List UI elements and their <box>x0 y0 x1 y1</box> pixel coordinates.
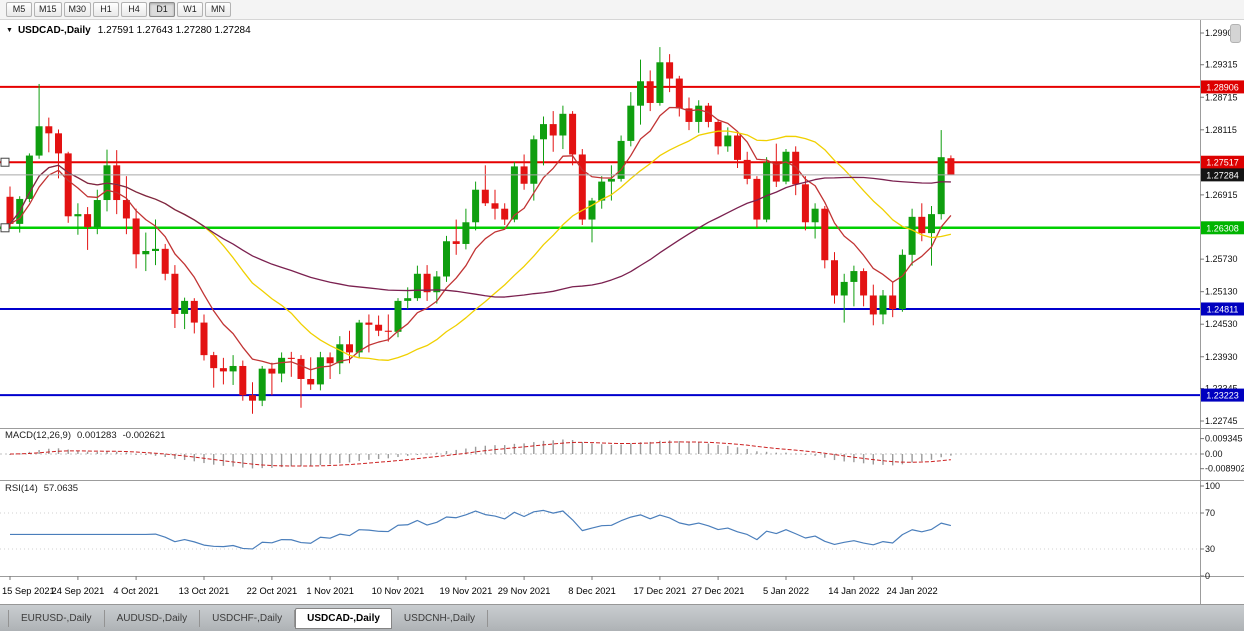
line-handle-1.26308[interactable] <box>0 223 10 233</box>
svg-text:1.26915: 1.26915 <box>1205 190 1238 200</box>
price-badge-1.28906 <box>1201 80 1244 94</box>
timeframe-button-h4[interactable]: H4 <box>121 2 148 17</box>
candlesticks <box>6 47 955 414</box>
svg-text:1.24530: 1.24530 <box>1205 319 1238 329</box>
timeframe-toolbar: M5 M15 M30 H1 H4 D1 W1 MN <box>0 0 1244 20</box>
chart-tab-usdchf[interactable]: USDCHF-,Daily <box>200 609 296 627</box>
rsi-name: RSI(14) <box>5 483 38 494</box>
ohlc-values: 1.27591 1.27643 1.27280 1.27284 <box>97 25 251 36</box>
svg-text:4 Oct 2021: 4 Oct 2021 <box>113 586 158 596</box>
chart-tab-usdcad[interactable]: USDCAD-,Daily <box>295 607 392 629</box>
panel-dividers <box>0 20 1244 604</box>
svg-text:-0.008902: -0.008902 <box>1205 464 1244 474</box>
svg-text:1.26308: 1.26308 <box>1206 223 1239 233</box>
timeframe-button-m30[interactable]: M30 <box>63 2 92 17</box>
svg-text:1.23223: 1.23223 <box>1206 391 1239 401</box>
svg-text:1.25130: 1.25130 <box>1205 287 1238 297</box>
svg-text:1.24811: 1.24811 <box>1207 304 1239 314</box>
symbol-dropdown-icon[interactable]: ▼ <box>6 27 13 34</box>
macd-label: MACD(12,26,9) 0.001283 -0.002621 <box>5 430 165 441</box>
svg-text:0.00: 0.00 <box>1205 449 1223 459</box>
svg-text:13 Oct 2021: 13 Oct 2021 <box>179 586 230 596</box>
timeframe-button-d1[interactable]: D1 <box>149 2 176 17</box>
svg-text:30: 30 <box>1205 544 1215 554</box>
rsi-value: 57.0635 <box>43 483 79 494</box>
svg-text:1.29315: 1.29315 <box>1205 60 1238 70</box>
svg-text:1.27284: 1.27284 <box>1206 170 1239 180</box>
macd-main-value: 0.001283 <box>77 430 117 441</box>
ma-8-line <box>9 106 952 371</box>
svg-text:0.009345: 0.009345 <box>1205 434 1243 444</box>
timeframe-button-m5[interactable]: M5 <box>6 2 32 17</box>
line-handle-1.27517[interactable] <box>0 157 10 167</box>
svg-text:5 Jan 2022: 5 Jan 2022 <box>763 586 809 596</box>
chart-tab-eurusd[interactable]: EURUSD-,Daily <box>8 609 105 627</box>
svg-text:29 Nov 2021: 29 Nov 2021 <box>498 586 551 596</box>
svg-text:100: 100 <box>1205 481 1220 491</box>
macd-signal-value: -0.002621 <box>122 430 166 441</box>
chart-title: ▼ USDCAD-,Daily 1.27591 1.27643 1.27280 … <box>6 25 251 36</box>
moving-averages <box>9 106 952 371</box>
svg-text:1.28715: 1.28715 <box>1205 92 1238 102</box>
svg-text:24 Jan 2022: 24 Jan 2022 <box>887 586 938 596</box>
chart-tab-audusd[interactable]: AUDUSD-,Daily <box>105 609 201 627</box>
svg-text:14 Jan 2022: 14 Jan 2022 <box>828 586 879 596</box>
macd-panel <box>0 439 1200 469</box>
chart-scrollbar-thumb[interactable] <box>1230 24 1241 43</box>
timeframe-button-m15[interactable]: M15 <box>34 2 62 17</box>
rsi-line <box>10 509 952 550</box>
svg-text:1.23930: 1.23930 <box>1205 352 1238 362</box>
timeframe-button-mn[interactable]: MN <box>205 2 232 17</box>
horizontal-level-lines[interactable] <box>0 85 1200 397</box>
line-handles[interactable] <box>0 157 10 233</box>
price-badge-1.26308 <box>1201 221 1244 235</box>
timeframe-button-h1[interactable]: H1 <box>93 2 120 17</box>
price-badge-1.27284 <box>1201 168 1244 182</box>
svg-text:22 Oct 2021: 22 Oct 2021 <box>247 586 298 596</box>
svg-text:1.22745: 1.22745 <box>1205 416 1238 426</box>
svg-text:19 Nov 2021: 19 Nov 2021 <box>440 586 493 596</box>
svg-text:0: 0 <box>1205 571 1210 581</box>
svg-text:17 Dec 2021: 17 Dec 2021 <box>634 586 687 596</box>
symbol-name: USDCAD-,Daily <box>17 25 91 36</box>
svg-text:1.28115: 1.28115 <box>1205 125 1237 135</box>
price-badge-1.24811 <box>1201 302 1244 316</box>
ma-45-line <box>9 164 951 298</box>
svg-text:1 Nov 2021: 1 Nov 2021 <box>306 586 354 596</box>
svg-text:1.27517: 1.27517 <box>1206 158 1239 168</box>
timeframe-button-w1[interactable]: W1 <box>177 2 204 17</box>
svg-text:1.29900: 1.29900 <box>1205 28 1238 38</box>
chart-canvas[interactable]: 1.29900 1.29315 1.28715 1.28115 1.26915 1.257… <box>0 20 1244 604</box>
rsi-label: RSI(14) 57.0635 <box>5 483 78 494</box>
chart-tab-usdcnh[interactable]: USDCNH-,Daily <box>392 609 489 627</box>
svg-text:70: 70 <box>1205 508 1215 518</box>
rsi-panel <box>0 509 1200 550</box>
svg-text:1.23345: 1.23345 <box>1205 383 1238 393</box>
svg-text:8 Dec 2021: 8 Dec 2021 <box>568 586 616 596</box>
chart-tabs: EURUSD-,Daily AUDUSD-,Daily USDCHF-,Daily U… <box>0 604 1244 631</box>
svg-text:10 Nov 2021: 10 Nov 2021 <box>372 586 425 596</box>
ma-20-line <box>9 130 952 361</box>
macd-signal-line <box>9 441 951 467</box>
price-badge-1.27517 <box>1201 155 1244 169</box>
svg-text:15 Sep 2021: 15 Sep 2021 <box>2 586 55 596</box>
svg-text:24 Sep 2021: 24 Sep 2021 <box>52 586 105 596</box>
svg-text:1.28906: 1.28906 <box>1206 82 1239 92</box>
svg-text:27 Dec 2021: 27 Dec 2021 <box>692 586 745 596</box>
svg-text:1.25730: 1.25730 <box>1205 254 1238 264</box>
price-badge-1.23223 <box>1201 388 1244 402</box>
price-axis[interactable]: 1.29900 1.29315 1.28715 1.28115 1.26915 1.257… <box>1200 28 1244 581</box>
chart-area[interactable]: 1.29900 1.29315 1.28715 1.28115 1.26915 1.257… <box>0 20 1244 604</box>
macd-name: MACD(12,26,9) <box>5 430 71 441</box>
